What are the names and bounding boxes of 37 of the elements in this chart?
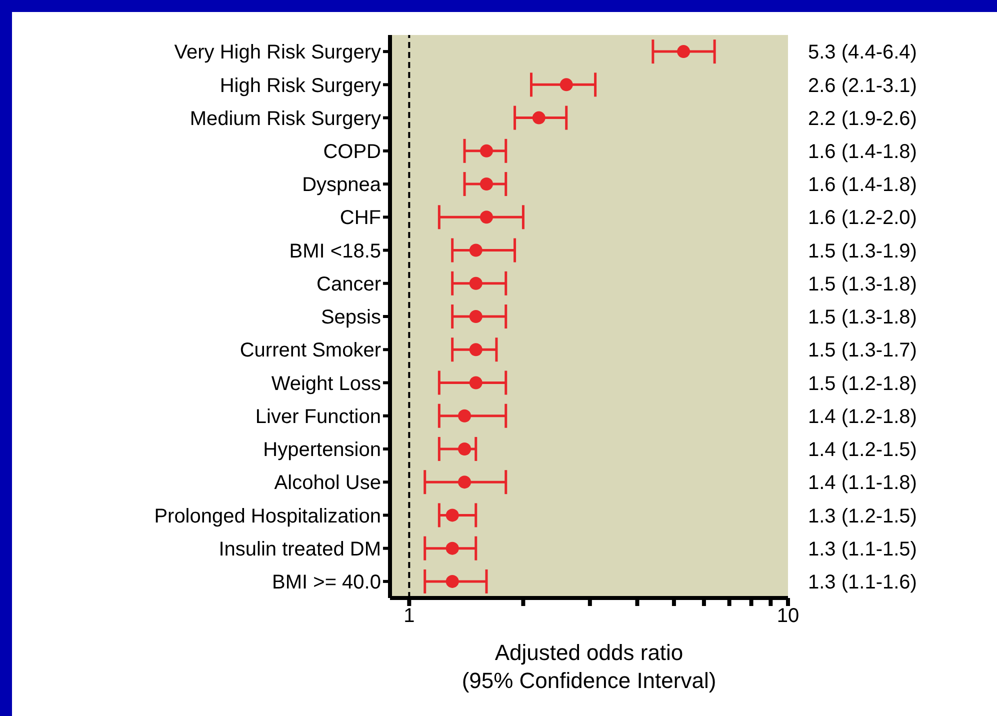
y-tick-label: Alcohol Use xyxy=(274,472,381,494)
y-tick-label: COPD xyxy=(323,141,381,164)
y-tick-label: BMI >= 40.0 xyxy=(272,572,381,594)
y-tick-label: Medium Risk Surgery xyxy=(190,108,381,130)
y-tick-label: Dyspnea xyxy=(302,174,382,196)
data-label: 1.4 (1.1-1.8) xyxy=(808,472,917,494)
x-axis-title: Adjusted odds ratio (95% Confidence Interval) xyxy=(462,640,716,693)
y-tick-label: Hypertension xyxy=(263,439,381,462)
data-label: 2.6 (2.1-3.1) xyxy=(808,74,917,97)
data-label: 1.5 (1.3-1.9) xyxy=(808,240,917,262)
y-tick-label: Very High Risk Surgery xyxy=(174,42,381,64)
data-label: 1.3 (1.1-1.6) xyxy=(808,572,917,594)
y-tick-label: Liver Function xyxy=(255,406,381,428)
x-tick-label: 10 xyxy=(776,605,800,628)
y-tick-label: Weight Loss xyxy=(271,372,381,395)
y-tick-label: High Risk Surgery xyxy=(220,74,381,97)
data-label: 1.5 (1.3-1.8) xyxy=(808,306,917,329)
data-label: 1.3 (1.2-1.5) xyxy=(808,505,917,528)
y-tick-label: Insulin treated DM xyxy=(218,538,381,560)
data-label: 1.5 (1.2-1.8) xyxy=(808,372,917,395)
x-tick-label: 1 xyxy=(404,605,415,628)
data-label: 1.4 (1.2-1.8) xyxy=(808,406,917,428)
data-label: 5.3 (4.4-6.4) xyxy=(808,42,917,64)
data-label: 1.6 (1.2-2.0) xyxy=(808,207,917,230)
data-label: 1.4 (1.2-1.5) xyxy=(808,439,917,462)
data-label: 1.5 (1.3-1.7) xyxy=(808,340,917,362)
y-tick-label: CHF xyxy=(340,207,381,230)
y-tick-label: Cancer xyxy=(316,273,382,296)
data-label: 2.2 (1.9-2.6) xyxy=(808,108,917,130)
data-label: 1.6 (1.4-1.8) xyxy=(808,174,917,196)
data-label: 1.3 (1.1-1.5) xyxy=(808,538,917,560)
data-label: 1.5 (1.3-1.8) xyxy=(808,273,917,296)
y-tick-label: BMI <18.5 xyxy=(289,240,381,262)
data-label: 1.6 (1.4-1.8) xyxy=(808,141,917,164)
y-tick-label: Prolonged Hospitalization xyxy=(154,505,381,528)
y-tick-label: Current Smoker xyxy=(240,340,382,362)
y-tick-label: Sepsis xyxy=(320,306,381,329)
